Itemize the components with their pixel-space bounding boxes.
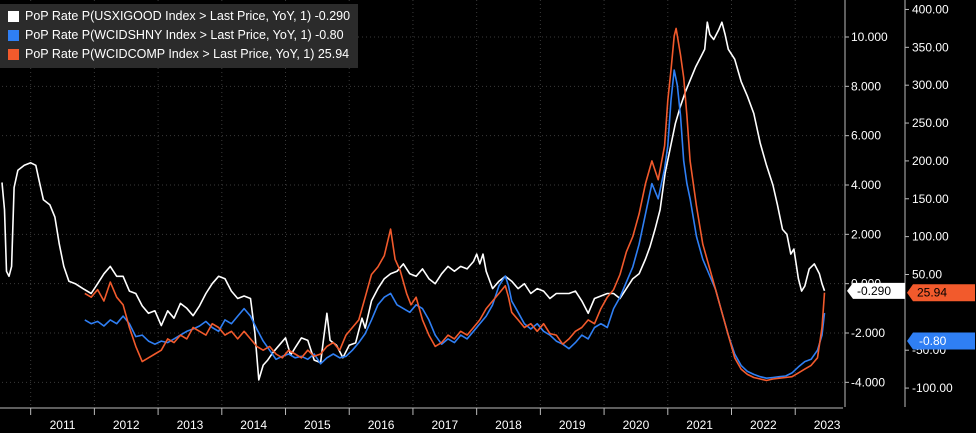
- last-value-label-usxigood: -0.290: [857, 284, 891, 298]
- x-axis-tick-label: 2012: [113, 418, 140, 432]
- left-axis-tick-label: -2.000: [851, 326, 885, 340]
- series-lines: [1, 21, 826, 382]
- axes: 10.0008.0006.0004.0002.0000.000-2.000-4.…: [0, 0, 953, 432]
- x-axis-tick-label: 2015: [304, 418, 331, 432]
- legend-item-wcidshny[interactable]: PoP Rate P(WCIDSHNY Index > Last Price, …: [8, 26, 350, 45]
- legend: PoP Rate P(USXIGOOD Index > Last Price, …: [0, 4, 359, 68]
- legend-label-usxigood: PoP Rate P(USXIGOOD Index > Last Price, …: [25, 9, 351, 23]
- right-axis-tick-label: 200.00: [912, 154, 949, 168]
- gridlines: [2, 0, 843, 407]
- right-axis-tick-label: 400.00: [912, 2, 949, 16]
- right-axis-tick-label: 100.00: [912, 230, 949, 244]
- left-axis-tick-label: 4.000: [851, 178, 881, 192]
- last-value-label-wcidcomp: 25.94: [917, 286, 947, 300]
- x-axis-tick-label: 2019: [559, 418, 586, 432]
- x-axis-tick-label: 2018: [495, 418, 522, 432]
- right-axis-tick-label: 250.00: [912, 116, 949, 130]
- last-value-tags: -0.290 25.94 -0.80: [847, 282, 975, 350]
- right-axis-tick-label: 300.00: [912, 78, 949, 92]
- last-value-tag-wcidcomp: [907, 284, 975, 302]
- last-value-tag-usxigood: [847, 282, 905, 299]
- series-line-wcidshny: [84, 69, 826, 379]
- x-axis-tick-label: 2021: [686, 418, 713, 432]
- left-axis-tick-label: 6.000: [851, 129, 881, 143]
- left-axis-tick-label: 10.000: [851, 30, 888, 44]
- legend-item-usxigood[interactable]: PoP Rate P(USXIGOOD Index > Last Price, …: [8, 7, 350, 26]
- x-axis-tick-label: 2020: [623, 418, 650, 432]
- right-axis-tick-label: 150.00: [912, 192, 949, 206]
- legend-item-wcidcomp[interactable]: PoP Rate P(WCIDCOMP Index > Last Price, …: [8, 45, 350, 64]
- legend-label-wcidshny: PoP Rate P(WCIDSHNY Index > Last Price, …: [25, 28, 344, 42]
- right-axis-tick-label: 350.00: [912, 40, 949, 54]
- x-axis-tick-label: 2013: [177, 418, 204, 432]
- right-axis-tick-label: 50.00: [912, 267, 942, 281]
- x-axis-tick-label: 2017: [431, 418, 458, 432]
- series-line-wcidcomp: [84, 27, 826, 382]
- left-axis-tick-label: 2.000: [851, 227, 881, 241]
- legend-swatch-usxigood: [8, 11, 19, 22]
- x-axis-tick-label: 2022: [750, 418, 777, 432]
- last-value-tag-wcidshny: [907, 332, 975, 350]
- legend-swatch-wcidcomp: [8, 49, 19, 60]
- last-value-label-wcidshny: -0.80: [919, 334, 947, 348]
- x-axis-tick-label: 2014: [240, 418, 267, 432]
- legend-swatch-wcidshny: [8, 30, 19, 41]
- left-axis-tick-label: -4.000: [851, 375, 885, 389]
- x-axis-tick-label: 2016: [368, 418, 395, 432]
- right-axis-tick-label: -100.00: [912, 381, 953, 395]
- legend-label-wcidcomp: PoP Rate P(WCIDCOMP Index > Last Price, …: [25, 47, 350, 61]
- left-axis-tick-label: 8.000: [851, 79, 881, 93]
- x-axis-tick-label: 2011: [50, 418, 76, 432]
- x-axis-tick-label: 2023: [814, 418, 841, 432]
- series-line-usxigood: [1, 21, 826, 381]
